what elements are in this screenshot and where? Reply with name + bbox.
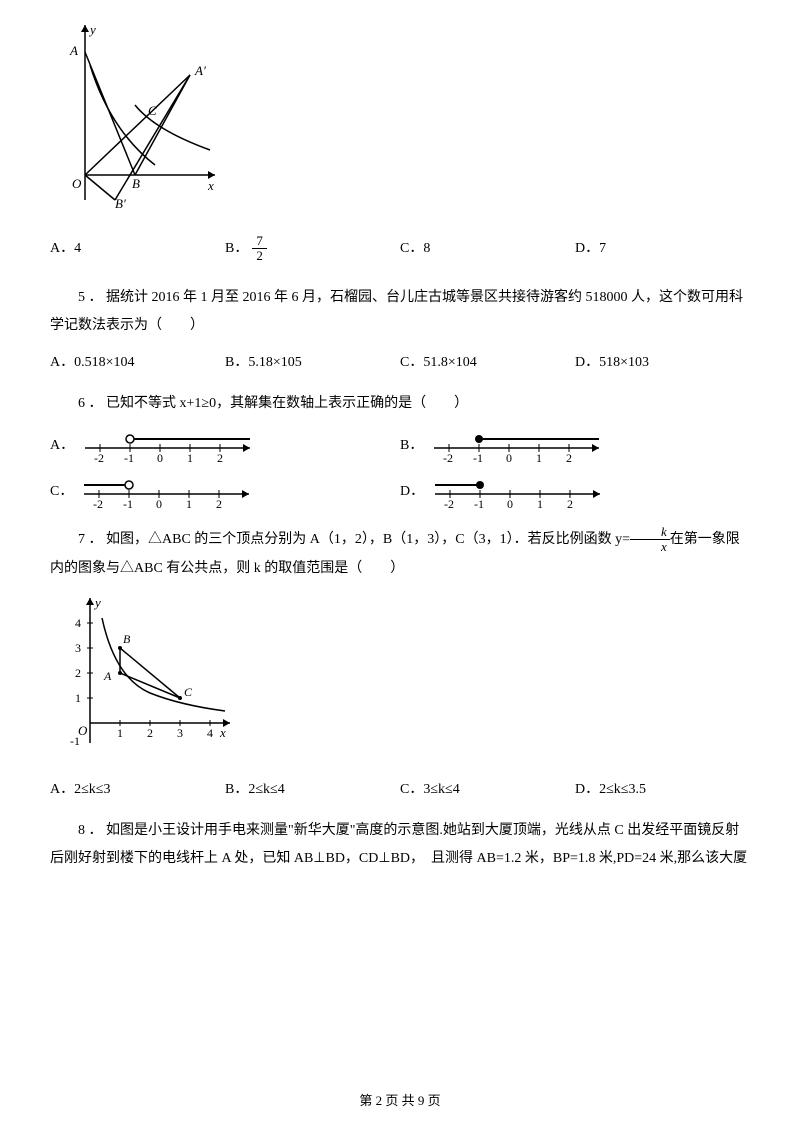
svg-text:2: 2 [147, 726, 153, 740]
svg-text:2: 2 [216, 497, 222, 510]
label-Aprime: A′ [194, 63, 206, 78]
q5-option-D: D．518×103 [575, 350, 750, 375]
q6-label-C: C． [50, 479, 73, 504]
svg-text:-1: -1 [124, 451, 134, 464]
axis-x-label: x [207, 178, 214, 193]
q7-fraction: kx [630, 525, 670, 555]
numberline-B: -2 -1 0 1 2 [429, 428, 609, 464]
q5-option-C: C．51.8×104 [400, 350, 575, 375]
numberline-D: -2 -1 0 1 2 [430, 474, 610, 510]
opt-B-prefix: B． [225, 236, 248, 261]
opt-C-prefix: C． [400, 236, 423, 261]
svg-text:1: 1 [537, 497, 543, 510]
q6-option-A: A． -2 -1 0 1 2 [50, 428, 400, 464]
q6-label-B: B． [400, 433, 423, 458]
svg-text:2: 2 [75, 666, 81, 680]
svg-text:0: 0 [507, 497, 513, 510]
svg-text:2: 2 [566, 451, 572, 464]
q7-frac-num: k [630, 525, 670, 540]
svg-text:0: 0 [157, 451, 163, 464]
svg-text:B: B [123, 632, 131, 646]
svg-text:-2: -2 [444, 497, 454, 510]
opt-A-prefix: A． [50, 236, 74, 261]
q4-option-B: B． 7 2 [225, 234, 400, 264]
svg-text:3: 3 [75, 641, 81, 655]
q7-figure: 1 2 3 4 -1 1 2 3 4 x y O A B C [60, 593, 750, 762]
numberline-A: -2 -1 0 1 2 [80, 428, 260, 464]
svg-text:O: O [78, 723, 88, 738]
q8-text: 8 ． 如图是小王设计用手电来测量"新华大厦"高度的示意图.她站到大厦顶端，光线… [50, 817, 750, 873]
q7-option-C: C．3≤k≤4 [400, 777, 575, 802]
opt-C-value: 8 [423, 236, 430, 261]
q6-row2: C． -2 -1 0 1 2 D． -2 [50, 474, 750, 510]
q6-text: 6 ． 已知不等式 x+1≥0，其解集在数轴上表示正确的是（ ） [50, 390, 750, 418]
svg-text:4: 4 [75, 616, 81, 630]
svg-text:1: 1 [187, 451, 193, 464]
svg-text:-2: -2 [94, 451, 104, 464]
q7-option-A: A．2≤k≤3 [50, 777, 225, 802]
q6-row1: A． -2 -1 0 1 2 B． -2 [50, 428, 750, 464]
figure1-svg: y x O A A′ B B′ C [60, 20, 220, 210]
q7-option-B: B．2≤k≤4 [225, 777, 400, 802]
svg-text:C: C [184, 685, 193, 699]
opt-B-num: 7 [252, 234, 267, 249]
opt-A-value: 4 [74, 236, 81, 261]
opt-D-prefix: D． [575, 236, 599, 261]
page-footer: 第 2 页 共 9 页 [0, 1089, 800, 1112]
svg-text:1: 1 [75, 691, 81, 705]
label-B: B [132, 176, 140, 191]
q7-part1: 7 ． 如图，△ABC 的三个顶点分别为 A（1，2），B（1，3），C（3，1… [78, 532, 630, 547]
q4-figure: y x O A A′ B B′ C [60, 20, 750, 219]
opt-B-den: 2 [252, 249, 267, 263]
q5-option-A: A．0.518×104 [50, 350, 225, 375]
q6-label-D: D． [400, 479, 424, 504]
svg-text:y: y [93, 595, 101, 610]
svg-text:3: 3 [177, 726, 183, 740]
q4-options: A． 4 B． 7 2 C． 8 D． 7 [50, 234, 750, 264]
svg-text:1: 1 [117, 726, 123, 740]
svg-text:-2: -2 [443, 451, 453, 464]
q7-option-D: D．2≤k≤3.5 [575, 777, 750, 802]
svg-text:A: A [103, 669, 112, 683]
svg-text:x: x [219, 725, 226, 740]
svg-text:2: 2 [567, 497, 573, 510]
svg-text:0: 0 [156, 497, 162, 510]
q7-frac-den: x [630, 540, 670, 554]
label-A: A [69, 43, 78, 58]
numberline-C: -2 -1 0 1 2 [79, 474, 259, 510]
q6-label-A: A． [50, 433, 74, 458]
q5-option-B: B．5.18×105 [225, 350, 400, 375]
q6-option-B: B． -2 -1 0 1 2 [400, 428, 750, 464]
svg-text:1: 1 [186, 497, 192, 510]
svg-text:-1: -1 [474, 497, 484, 510]
q6-option-D: D． -2 -1 0 1 2 [400, 474, 750, 510]
svg-text:4: 4 [207, 726, 213, 740]
q4-option-D: D． 7 [575, 236, 750, 261]
opt-D-value: 7 [599, 236, 606, 261]
q6-option-C: C． -2 -1 0 1 2 [50, 474, 400, 510]
q5-options: A．0.518×104 B．5.18×105 C．51.8×104 D．518×… [50, 350, 750, 375]
svg-text:1: 1 [536, 451, 542, 464]
q4-option-A: A． 4 [50, 236, 225, 261]
axis-y-label: y [88, 22, 96, 37]
opt-B-fraction: 7 2 [252, 234, 267, 264]
svg-text:0: 0 [506, 451, 512, 464]
svg-text:2: 2 [217, 451, 223, 464]
q7-options: A．2≤k≤3 B．2≤k≤4 C．3≤k≤4 D．2≤k≤3.5 [50, 777, 750, 802]
q5-text: 5 ． 据统计 2016 年 1 月至 2016 年 6 月，石榴园、台儿庄古城… [50, 284, 750, 340]
q4-option-C: C． 8 [400, 236, 575, 261]
q7-text: 7 ． 如图，△ABC 的三个顶点分别为 A（1，2），B（1，3），C（3，1… [50, 525, 750, 583]
figure2-svg: 1 2 3 4 -1 1 2 3 4 x y O A B C [60, 593, 240, 753]
svg-text:-2: -2 [93, 497, 103, 510]
origin-label: O [72, 176, 82, 191]
svg-text:-1: -1 [123, 497, 133, 510]
svg-text:-1: -1 [473, 451, 483, 464]
